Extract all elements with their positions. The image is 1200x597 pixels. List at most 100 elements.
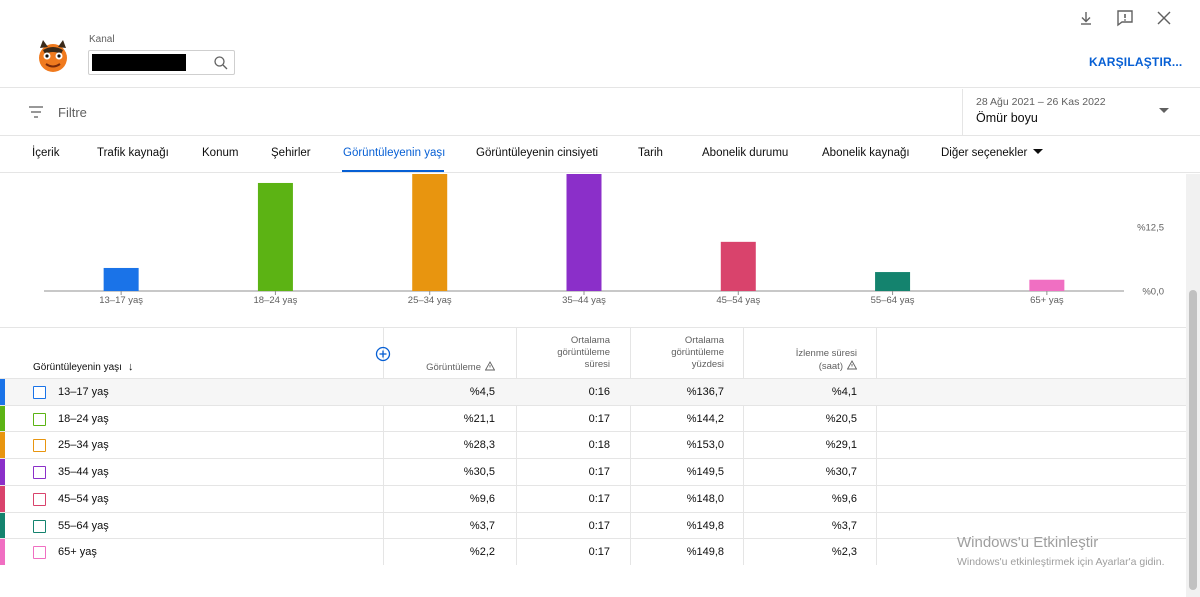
caret-down-icon [1033,149,1044,154]
row-color-marker [0,379,5,405]
row-checkbox[interactable] [33,386,46,399]
cell-watch: %3,7 [831,519,857,532]
cell-watch: %4,1 [831,386,857,398]
feedback-icon[interactable] [1115,8,1135,28]
column-divider [630,328,631,565]
cell-watch: %20,5 [825,412,857,425]
header-line: yüzdesi [691,359,724,370]
y-tick-label: %0,0 [1142,287,1164,298]
tab-subscription-source[interactable]: Abonelik kaynağı [822,147,910,159]
cell-duration: 0:17 [588,412,610,425]
cell-duration: 0:17 [588,466,610,479]
row-checkbox[interactable] [33,492,46,506]
row-color-marker [0,459,5,486]
chart-bar[interactable] [257,182,293,291]
warning-icon [485,361,495,371]
header-line: Ortalama [570,335,610,346]
header-line: Ortalama [684,335,724,346]
row-age-label: 13–17 yaş [58,386,109,398]
download-icon[interactable] [1076,8,1096,28]
row-age-label: 45–54 yaş [58,492,109,505]
x-tick-label: 45–54 yaş [716,295,760,306]
scrollbar-thumb[interactable] [1189,290,1197,590]
age-data-table: Görüntüleyenin yaşı ↓ Görüntüleme Ortalam… [0,327,1186,566]
views-header-label: Görüntüleme [426,362,481,373]
table-row[interactable]: 65+ yaş %2,2 0:17 %149,8 %2,3 [0,538,1186,566]
views-column-header[interactable]: Görüntüleme [426,361,495,374]
row-checkbox[interactable] [33,546,46,560]
header-line: (saat) [796,360,857,373]
table-row[interactable]: 13–17 yaş %4,5 0:16 %136,7 %4,1 [0,378,1186,405]
cell-watch: %29,1 [825,439,857,452]
row-age-label: 18–24 yaş [58,412,109,425]
cell-percent: %144,2 [686,412,724,425]
tab-content[interactable]: İçerik [32,147,60,159]
x-tick-label: 25–34 yaş [408,295,452,306]
avg-view-duration-header[interactable]: Ortalama görüntüleme süresi [557,335,610,371]
header-unit: (saat) [818,361,843,372]
table-row[interactable]: 25–34 yaş %28,3 0:18 %153,0 %29,1 [0,431,1186,459]
channel-select-input[interactable] [88,50,235,75]
row-checkbox[interactable] [33,519,46,533]
tab-traffic-source[interactable]: Trafik kaynağı [97,147,169,159]
activation-watermark-subtitle: Windows'u etkinleştirmek için Ayarlar'a … [957,556,1165,568]
avg-view-percentage-header[interactable]: Ortalama görüntüleme yüzdesi [671,335,724,371]
chart-bar[interactable] [720,241,756,291]
cell-views: %21,1 [463,412,495,425]
cell-views: %30,5 [463,466,495,479]
table-row[interactable]: 35–44 yaş %30,5 0:17 %149,5 %30,7 [0,458,1186,486]
row-color-marker [0,485,5,512]
tab-more-options-label: Diğer seçenekler [941,147,1028,159]
age-column-header-label: Görüntüleyenin yaşı [33,362,122,373]
table-row[interactable]: 18–24 yaş %21,1 0:17 %144,2 %20,5 [0,404,1186,432]
cell-duration: 0:17 [588,492,610,505]
age-column-header[interactable]: Görüntüleyenin yaşı ↓ [33,361,133,373]
tab-location[interactable]: Konum [202,147,239,159]
scrollbar[interactable] [1186,174,1200,597]
sort-arrow-down-icon[interactable]: ↓ [127,361,134,373]
row-checkbox[interactable] [33,466,46,480]
tab-subscription-status[interactable]: Abonelik durumu [702,147,789,159]
filter-icon[interactable] [28,104,44,120]
channel-avatar[interactable] [33,38,73,74]
caret-down-icon [1159,108,1169,113]
cell-watch: %30,7 [825,466,857,479]
tab-viewer-gender[interactable]: Görüntüleyenin cinsiyeti [476,147,599,159]
tab-cities[interactable]: Şehirler [271,147,311,159]
search-icon[interactable] [213,55,229,71]
close-icon[interactable] [1154,8,1174,28]
cell-views: %2,2 [469,546,495,559]
active-tab-indicator [342,170,444,172]
row-checkbox[interactable] [33,439,46,453]
date-range-picker[interactable]: 28 Ağu 2021 – 26 Kas 2022 Ömür boyu [962,89,1200,135]
cell-views: %3,7 [469,519,495,532]
cell-duration: 0:17 [588,519,610,532]
chart-bar[interactable] [566,174,602,291]
tab-date[interactable]: Tarih [638,147,663,159]
x-tick-label: 13–17 yaş [99,295,143,306]
watch-time-header[interactable]: İzlenme süresi (saat) [796,348,857,373]
chart-bar[interactable] [412,174,448,291]
table-row[interactable]: 55–64 yaş %3,7 0:17 %149,8 %3,7 [0,511,1186,539]
column-divider [743,328,744,565]
row-age-label: 55–64 yaş [58,519,109,532]
cell-percent: %149,5 [686,466,724,479]
add-metric-icon[interactable] [375,346,391,362]
cell-duration: 0:18 [588,439,610,452]
column-divider [516,328,517,565]
cell-watch: %9,6 [831,492,857,505]
chart-bar[interactable] [103,267,139,291]
chart-svg: %12,5 %0,0 13–17 yaş 18–24 yaş 25–34 yaş 35–4… [44,174,1164,306]
tab-viewer-age[interactable]: Görüntüleyenin yaşı [343,147,446,159]
x-tick-label: 35–44 yaş [562,295,606,306]
table-row[interactable]: 45–54 yaş %9,6 0:17 %148,0 %9,6 [0,484,1186,512]
channel-label: Kanal [89,34,115,45]
compare-button[interactable]: KARŞILAŞTIR... [1089,55,1183,69]
tab-more-options[interactable]: Diğer seçenekler [941,147,1044,159]
row-checkbox[interactable] [33,412,46,426]
chart-bar[interactable] [875,272,911,291]
column-divider [383,328,384,565]
filter-input[interactable]: Filtre [58,105,87,120]
cell-views: %4,5 [469,386,495,398]
chart-bar[interactable] [1029,279,1065,291]
